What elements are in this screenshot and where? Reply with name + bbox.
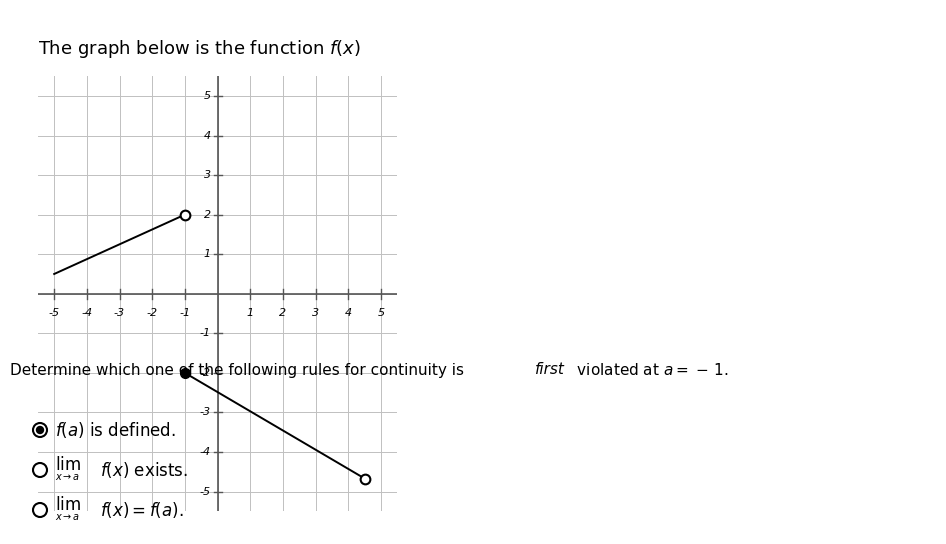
Text: 3: 3: [312, 307, 319, 318]
Text: 2: 2: [279, 307, 287, 318]
Text: $f(a)$ is defined.: $f(a)$ is defined.: [55, 420, 176, 440]
Text: 5: 5: [377, 307, 384, 318]
Text: -1: -1: [180, 307, 190, 318]
Text: -2: -2: [200, 368, 211, 378]
Text: $\lim$: $\lim$: [55, 496, 81, 514]
Circle shape: [37, 426, 44, 434]
Text: -3: -3: [200, 407, 211, 417]
Text: -5: -5: [48, 307, 60, 318]
Text: $\lim$: $\lim$: [55, 456, 81, 474]
Text: -5: -5: [200, 486, 211, 497]
Text: 3: 3: [204, 170, 211, 180]
Text: 1: 1: [247, 307, 254, 318]
Text: -4: -4: [200, 447, 211, 457]
Text: first: first: [535, 362, 565, 378]
Text: $f(x) = f(a)$.: $f(x) = f(a)$.: [100, 500, 184, 520]
Text: The graph below is the function $f(x)$: The graph below is the function $f(x)$: [38, 38, 360, 60]
Text: 4: 4: [344, 307, 352, 318]
Text: $x \to a$: $x \to a$: [55, 472, 80, 482]
Text: 5: 5: [204, 91, 211, 101]
Text: $f(x)$ exists.: $f(x)$ exists.: [100, 460, 188, 480]
Text: $x \to a$: $x \to a$: [55, 512, 80, 522]
Text: -4: -4: [81, 307, 93, 318]
Text: 4: 4: [204, 131, 211, 140]
Text: -2: -2: [147, 307, 158, 318]
Text: -1: -1: [200, 329, 211, 338]
Text: 2: 2: [204, 209, 211, 220]
Text: Determine which one of the following rules for continuity is: Determine which one of the following rul…: [10, 362, 469, 378]
Text: violated at $a =$ − 1.: violated at $a =$ − 1.: [572, 362, 728, 378]
Text: -3: -3: [114, 307, 125, 318]
Text: 1: 1: [204, 249, 211, 259]
